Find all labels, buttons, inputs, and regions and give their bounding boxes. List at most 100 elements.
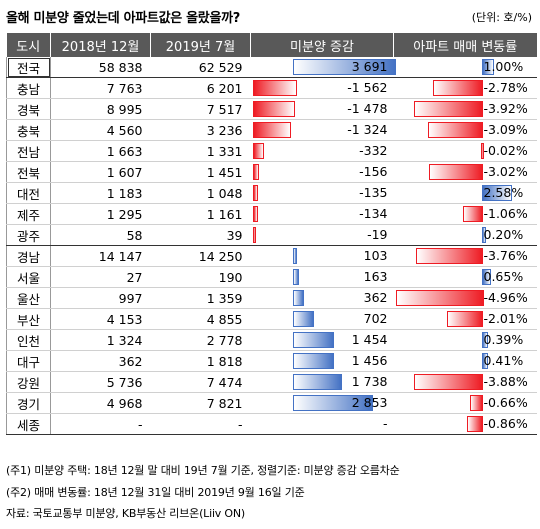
cell-jul2019: 6 201 [150,77,251,99]
cell-jul2019: 14 250 [150,245,251,267]
rate-value: -4.96% [483,290,528,305]
rate-bar [481,227,486,243]
rate-bar [481,143,485,159]
rate-value: -3.76% [483,248,528,263]
cell-region: 경기 [6,392,51,414]
cell-jul2019: 1 359 [150,287,251,309]
cell-region: 경북 [6,98,51,120]
table-row: 제주 1 295 1 161 -134 -1.06% [6,203,537,225]
change-bar [292,248,298,264]
cell-jul2019: 1 161 [150,203,251,225]
cell-rate: -2.78% [393,77,537,99]
rate-bar [395,290,484,306]
table-row: 대전 1 183 1 048 -135 2.58% [6,182,537,204]
rate-bar [466,416,484,432]
table-row: 경북 8 995 7 517 -1 478 -3.92% [6,98,537,120]
table-body: 전국 58 838 62 529 3 691 1.00% 충남 7 763 6 201 -1 5… [6,57,537,435]
cell-rate: 0.41% [393,350,537,372]
change-bar [252,185,259,201]
cell-rate: -0.66% [393,392,537,414]
change-bar [292,374,343,390]
footnotes: (주1) 미분양 주택: 18년 12월 말 대비 19년 7월 기준, 정렬기… [6,460,400,525]
change-value: 1 738 [351,374,388,389]
cell-dec2018: 14 147 [50,245,151,267]
table-row: 강원 5 736 7 474 1 738 -3.88% [6,371,537,393]
rate-bar [429,164,484,180]
cell-region: 충남 [6,77,51,99]
rate-value: 2.58% [483,185,524,200]
change-bar [292,290,305,306]
cell-dec2018: 4 560 [50,119,151,141]
cell-dec2018: 8 995 [50,98,151,120]
change-value: 1 456 [351,353,388,368]
change-bar [292,311,314,327]
chart-title: 올해 미분양 줄었는데 아파트값은 올랐을까? [6,11,241,26]
cell-change: -134 [250,203,394,225]
cell-change: -135 [250,182,394,204]
cell-rate: -2.01% [393,308,537,330]
cell-change: -332 [250,140,394,162]
change-value: 362 [363,290,388,305]
cell-change: 362 [250,287,394,309]
change-bar [292,332,335,348]
rate-value: 0.20% [483,227,524,242]
table-row: 경기 4 968 7 821 2 853 -0.66% [6,392,537,414]
cell-jul2019: 1 818 [150,350,251,372]
cell-rate: 2.58% [393,182,537,204]
change-value: -156 [359,164,388,179]
table-row: 부산 4 153 4 855 702 -2.01% [6,308,537,330]
header-region: 도시 [6,33,51,57]
rate-bar [414,374,484,390]
rate-bar [470,395,484,411]
cell-rate: 0.65% [393,266,537,288]
cell-change: 3 691 [250,57,396,78]
cell-dec2018: 4 968 [50,392,151,414]
table-row: 전남 1 663 1 331 -332 -0.02% [6,140,537,162]
cell-change: -19 [250,224,394,246]
rate-value: -2.01% [483,311,528,326]
cell-dec2018: 7 763 [50,77,151,99]
cell-region: 제주 [6,203,51,225]
rate-bar [446,311,484,327]
cell-jul2019: 1 331 [150,140,251,162]
unit-label: (단위: 호/%) [471,11,532,24]
cell-jul2019: 7 517 [150,98,251,120]
cell-region: 강원 [6,371,51,393]
cell-dec2018: - [50,413,151,435]
change-bar [292,395,373,411]
rate-bar [427,122,484,138]
cell-rate: -0.86% [393,413,537,435]
change-value: -332 [359,143,388,158]
cell-jul2019: 190 [150,266,251,288]
change-value: 2 853 [351,395,388,410]
cell-dec2018: 5 736 [50,371,151,393]
change-bar [292,269,299,285]
cell-change: -1 478 [250,98,394,120]
table-row: 충남 7 763 6 201 -1 562 -2.78% [6,77,537,99]
cell-region: 전국 [6,57,51,78]
header-row: 도시 2018년 12월 2019년 7월 미분양 증감 아파트 매매 변동률 [6,33,537,57]
table-row: 서울 27 190 163 0.65% [6,266,537,288]
cell-change: 1 456 [250,350,394,372]
cell-region: 인천 [6,329,51,351]
rate-bar [413,101,484,117]
rate-value: -3.88% [483,374,528,389]
rate-value: 1.00% [483,59,524,74]
change-bar [252,101,295,117]
table-row: 충북 4 560 3 236 -1 324 -3.09% [6,119,537,141]
cell-jul2019: 1 451 [150,161,251,183]
cell-dec2018: 1 607 [50,161,151,183]
cell-change: -1 562 [250,77,394,99]
cell-dec2018: 362 [50,350,151,372]
change-value: 1 454 [351,332,388,347]
table-row: 대구 362 1 818 1 456 0.41% [6,350,537,372]
cell-dec2018: 4 153 [50,308,151,330]
cell-region: 전북 [6,161,51,183]
change-bar [252,122,291,138]
cell-region: 충북 [6,119,51,141]
rate-value: -3.02% [483,164,528,179]
table-row: 울산 997 1 359 362 -4.96% [6,287,537,309]
cell-jul2019: 7 474 [150,371,251,393]
cell-region: 대구 [6,350,51,372]
cell-change: 1 738 [250,371,394,393]
